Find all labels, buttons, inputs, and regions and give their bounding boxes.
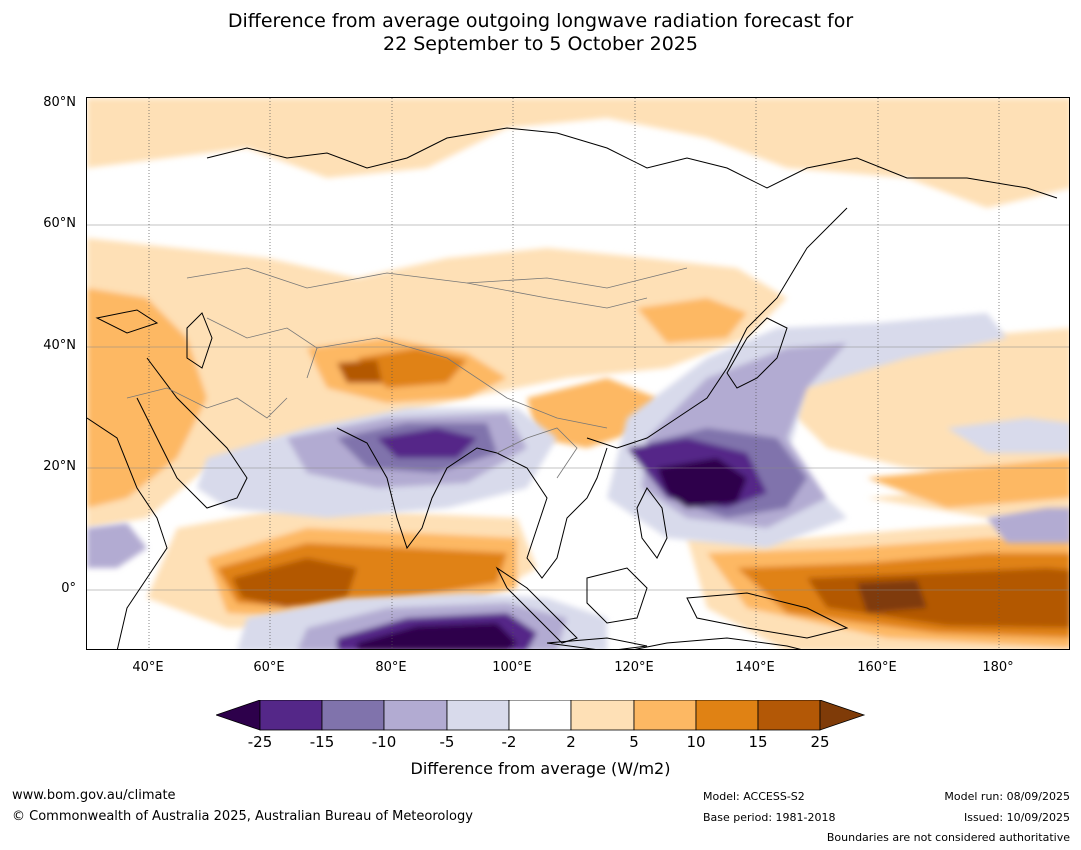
coast-africa: [87, 417, 168, 649]
lon-label-180: 180°: [982, 660, 1014, 675]
title-line-1: Difference from average outgoing longwav…: [227, 10, 854, 32]
colorbar: [216, 700, 866, 731]
chart-title: Difference from average outgoing longwav…: [0, 10, 1081, 56]
colorbar-tick-10: 10: [686, 733, 706, 751]
coast-borneo: [586, 567, 648, 624]
colorbar-swatch-minus-25-to-minus-15: [259, 700, 323, 731]
field-light-orange-north: [87, 98, 1069, 208]
coast-east-asia: [586, 207, 848, 449]
lat-label-20n: 20°N: [43, 459, 76, 474]
base-period-label: Base period: 1981-2018: [703, 811, 836, 824]
border-central-asia: [206, 317, 318, 379]
field-light-purple-east: [987, 508, 1069, 543]
issued-label: Issued: 10/09/2025: [963, 811, 1070, 824]
coast-japan: [726, 317, 788, 389]
model-label: Model: ACCESS-S2: [703, 790, 805, 803]
lat-label-80n: 80°N: [43, 95, 76, 110]
colorbar-swatch-2-to-5: [570, 700, 635, 731]
colorbar-tick-5: 5: [629, 733, 639, 751]
lon-label-120e: 120°E: [614, 660, 654, 675]
colorbar-swatch-5-to-10: [633, 700, 697, 731]
coast-new-guinea: [686, 592, 849, 639]
coast-indochina: [496, 447, 608, 579]
coast-australia-north: [634, 637, 802, 649]
colorbar-tick-minus-15: -15: [309, 733, 335, 751]
lat-label-0: 0°: [61, 581, 76, 596]
colorbar-swatch-above-25: [819, 700, 866, 731]
colorbar-swatch-15-to-25: [757, 700, 821, 731]
model-run-label: Model run: 08/09/2025: [944, 790, 1070, 803]
coast-india: [336, 427, 498, 550]
field-brown-equator-west: [232, 558, 357, 608]
colorbar-tick-25: 25: [810, 733, 830, 751]
title-line-2: 22 September to 5 October 2025: [383, 33, 698, 55]
map-panel: [86, 97, 1070, 650]
coast-black-sea: [95, 309, 159, 334]
colorbar-title: Difference from average (W/m2): [410, 759, 671, 778]
colorbar-tick-15: 15: [748, 733, 768, 751]
field-light-orange-arabia: [87, 288, 207, 508]
colorbar-swatch-minus-15-to-minus-10: [321, 700, 385, 731]
field-dark-brown-tibet: [337, 360, 382, 383]
border-china: [316, 337, 608, 429]
country-boundaries: [126, 267, 688, 479]
coastlines: [87, 127, 1058, 649]
graticule: [87, 224, 1069, 591]
copyright-text: © Commonwealth of Australia 2025, Austra…: [12, 809, 473, 824]
lon-label-60e: 60°E: [253, 660, 285, 675]
coast-caspian: [186, 312, 213, 369]
lat-label-60n: 60°N: [43, 216, 76, 231]
colorbar-tick-2: 2: [566, 733, 576, 751]
field-dark-orange-tibet: [357, 348, 467, 388]
coast-java: [546, 637, 648, 649]
lon-label-40e: 40°E: [132, 660, 164, 675]
field-orange-pacific-east: [867, 458, 1069, 508]
colorbar-swatch-minus-10-to-minus-5: [383, 700, 448, 731]
lon-label-160e: 160°E: [857, 660, 897, 675]
boundaries-disclaimer: Boundaries are not considered authoritat…: [826, 831, 1070, 844]
colorbar-tick-minus-5: -5: [439, 733, 455, 751]
coast-philippines: [636, 487, 668, 559]
colorbar-tick-minus-25: -25: [247, 733, 273, 751]
lat-label-40n: 40°N: [43, 338, 76, 353]
colorbar-tick-minus-10: -10: [371, 733, 397, 751]
field-dark-purple-india: [377, 428, 477, 458]
field-light-purple-west: [87, 523, 147, 568]
anomaly-fields: [87, 98, 1069, 649]
field-dark-brown-equator-east: [857, 580, 927, 613]
colorbar-swatch-minus-5-to-minus-2: [446, 700, 510, 731]
border-middle-east: [126, 387, 288, 419]
colorbar-tick-minus-2: -2: [501, 733, 517, 751]
field-lightest-purple-pacific-east: [947, 418, 1069, 453]
website-link[interactable]: www.bom.gov.au/climate: [12, 788, 176, 803]
lon-label-80e: 80°E: [375, 660, 407, 675]
lon-label-100e: 100°E: [492, 660, 532, 675]
colorbar-swatch-10-to-15: [695, 700, 759, 731]
field-darkest-purple-south: [357, 623, 517, 649]
meridians: [148, 98, 1000, 649]
border-mongolia: [466, 282, 648, 309]
field-darkest-purple-pacific: [657, 458, 747, 508]
coast-arabia: [136, 357, 248, 509]
coast-sumatra: [495, 566, 578, 644]
coast-arctic: [206, 127, 1058, 199]
negative-anomaly-fields: [87, 313, 1069, 649]
colorbar-swatch-below-minus-25: [216, 700, 261, 731]
lon-label-140e: 140°E: [735, 660, 775, 675]
field-orange-korea: [637, 298, 747, 343]
colorbar-swatch-minus-2-to-2: [508, 700, 572, 731]
border-southeast-asia: [496, 427, 578, 479]
olr-anomaly-map: [87, 98, 1069, 649]
